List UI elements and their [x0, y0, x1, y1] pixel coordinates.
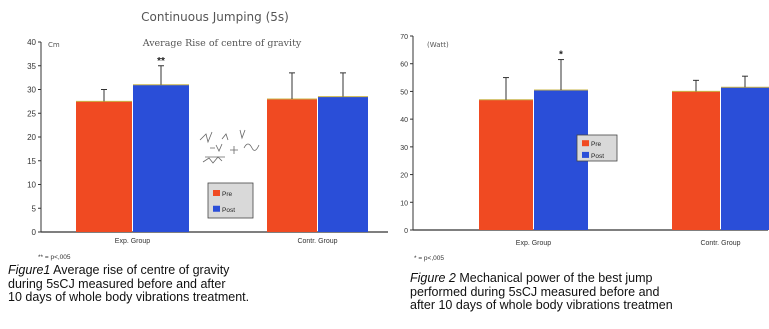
c1-bar-pre-1	[76, 101, 132, 232]
c2-y-tick-label: 10	[400, 200, 408, 207]
c2-y-tick-label: 50	[400, 89, 408, 96]
equation-stroke	[202, 156, 223, 164]
c1-category-label: Exp. Group	[115, 238, 151, 245]
c2-y-tick-label: 0	[404, 228, 408, 235]
c2-bar-pre-1	[479, 99, 533, 230]
c1-chart-subtitle: Average Rise of centre of gravity	[142, 38, 302, 49]
c2-bar-pre-2	[672, 91, 720, 230]
c2-y-tick-label: 60	[400, 62, 408, 69]
c1-legend-label-pre: Pre	[222, 191, 233, 198]
c2-category-label: Contr. Group	[700, 240, 740, 247]
equation-stroke	[243, 143, 260, 151]
c1-category-label: Contr. Group	[297, 238, 337, 245]
figure2-caption-text: Mechanical power of the best jump perfor…	[410, 272, 673, 312]
c1-y-tick-label: 0	[32, 228, 37, 237]
figure2-caption: Figure 2 Mechanical power of the best ju…	[410, 272, 769, 313]
c1-y-tick-label: 10	[27, 181, 36, 190]
figure2-caption-label: Figure 2	[410, 272, 456, 285]
c2-significance-marker: *	[559, 50, 563, 61]
c1-y-tick-label: 5	[32, 204, 37, 213]
c1-bar-post-1	[133, 84, 189, 232]
c1-y-tick-label: 20	[27, 133, 36, 142]
c2-bar-post-2	[721, 87, 769, 231]
c1-y-tick-label: 35	[27, 62, 36, 71]
equation-stroke	[199, 131, 213, 144]
c2-y-tick-label: 20	[400, 173, 408, 180]
equation-stroke	[221, 133, 238, 154]
c2-y-tick-label: 40	[400, 117, 408, 124]
c2-legend-label-pre: Pre	[591, 141, 602, 148]
equation-stroke	[239, 129, 246, 140]
c1-y-tick-label: 15	[27, 157, 36, 166]
chart-average-rise: Continuous Jumping (5s) Average Rise of c…	[27, 10, 388, 261]
c1-footnote: ** = p<,005	[38, 254, 71, 261]
c1-bar-post-2	[318, 96, 368, 232]
c2-y-axis-label: (Watt)	[427, 41, 449, 49]
chart-mechanical-power: (Watt) 0 10 20 30 40 50 60 70 Exp. Group Contr. Gr…	[400, 34, 769, 262]
c2-legend-swatch-pre	[582, 140, 589, 147]
c1-y-tick-label: 40	[27, 38, 36, 47]
figure1-caption: Figure1 Average rise of centre of gravit…	[8, 263, 368, 305]
c1-y-tick-label: 25	[27, 109, 36, 118]
equation-stroke	[210, 143, 223, 152]
c2-legend-swatch-post	[582, 151, 589, 158]
c2-y-tick-label: 70	[400, 34, 408, 41]
c1-legend-box	[207, 182, 254, 219]
c2-category-label: Exp. Group	[516, 240, 552, 247]
c1-y-axis-label: Cm	[48, 41, 60, 49]
c1-legend-swatch-pre	[213, 190, 220, 196]
c1-legend-swatch-post	[213, 205, 220, 212]
c2-y-tick-label: 30	[400, 145, 408, 152]
c1-chart-title: Continuous Jumping (5s)	[141, 10, 289, 24]
figure1-caption-text: Average rise of centre of gravity during…	[8, 263, 250, 304]
c1-bar-pre-2	[267, 99, 317, 232]
equation-graphic	[199, 129, 260, 164]
c2-legend-label-post: Post	[591, 153, 604, 160]
figure1-caption-label: Figure1	[8, 263, 51, 277]
c2-footnote: * = p<,005	[414, 255, 444, 262]
c1-legend-label-post: Post	[222, 207, 235, 214]
c1-significance-marker: **	[157, 56, 165, 67]
c1-y-tick-label: 30	[27, 86, 36, 95]
